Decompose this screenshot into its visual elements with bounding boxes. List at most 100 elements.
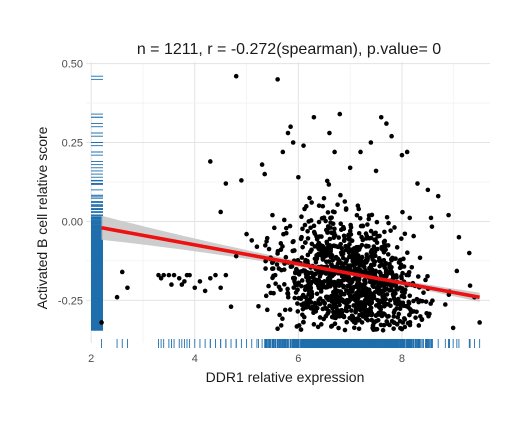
data-point <box>385 282 390 287</box>
data-point <box>295 287 300 292</box>
data-point <box>281 217 287 223</box>
data-point <box>339 274 345 279</box>
data-point <box>382 296 388 301</box>
data-point <box>331 235 337 240</box>
data-point <box>369 212 375 218</box>
data-point <box>323 313 329 319</box>
data-point <box>386 220 391 226</box>
data-point <box>395 314 401 320</box>
data-point <box>389 133 394 139</box>
data-point <box>376 258 382 263</box>
data-point <box>228 304 234 309</box>
data-point <box>477 320 482 325</box>
data-point <box>383 247 388 253</box>
data-point <box>371 294 377 299</box>
data-point <box>314 256 320 261</box>
data-point <box>335 202 340 207</box>
data-point <box>400 320 406 325</box>
data-point <box>415 181 420 186</box>
data-point <box>309 294 315 299</box>
data-point <box>351 263 357 269</box>
data-point <box>218 285 223 291</box>
data-point <box>239 178 244 183</box>
data-point <box>296 280 301 286</box>
data-point <box>300 244 305 250</box>
data-point <box>467 283 473 288</box>
data-point <box>411 233 416 239</box>
data-point <box>171 272 177 278</box>
data-point <box>332 209 337 215</box>
data-point <box>378 309 383 315</box>
y-tick-label: 0.25 <box>62 138 83 150</box>
data-point <box>382 229 387 235</box>
data-point <box>263 293 269 299</box>
data-point <box>384 214 390 220</box>
data-point <box>417 255 423 261</box>
data-point <box>244 231 249 237</box>
fit-line-layer <box>101 225 480 299</box>
data-point <box>357 262 362 267</box>
data-point <box>351 276 357 282</box>
data-point <box>315 277 321 283</box>
data-point <box>283 225 289 231</box>
data-point <box>311 229 317 235</box>
data-point <box>425 273 430 279</box>
data-point <box>272 225 277 231</box>
data-point <box>343 206 349 211</box>
data-point <box>359 312 365 317</box>
data-point <box>387 322 392 328</box>
data-point <box>308 285 314 291</box>
data-point <box>402 231 408 237</box>
data-point <box>356 230 362 236</box>
data-point <box>338 192 343 198</box>
data-point <box>363 268 368 274</box>
data-point <box>368 308 374 314</box>
data-point <box>278 287 283 292</box>
rug-layer <box>91 75 481 348</box>
data-point <box>361 283 367 288</box>
data-point <box>192 285 198 291</box>
data-point <box>466 250 472 256</box>
data-point <box>369 253 375 259</box>
data-point <box>187 272 192 278</box>
data-point <box>372 249 378 255</box>
data-point <box>373 319 379 324</box>
data-point <box>337 258 342 264</box>
data-point <box>381 322 387 328</box>
data-point <box>263 266 268 271</box>
data-point <box>406 305 411 310</box>
data-point <box>316 282 321 287</box>
data-point <box>399 326 405 332</box>
data-point <box>391 314 397 319</box>
grid-layer <box>86 62 490 343</box>
data-point <box>341 238 347 244</box>
data-point <box>362 278 368 283</box>
data-point <box>351 257 356 262</box>
data-point <box>322 254 328 259</box>
data-point <box>335 244 340 249</box>
data-point <box>340 262 345 268</box>
data-point <box>346 263 352 268</box>
data-point <box>213 272 218 278</box>
data-point <box>393 291 398 296</box>
data-point <box>301 301 306 306</box>
data-point <box>347 279 352 285</box>
data-point <box>346 232 351 238</box>
data-point <box>292 281 298 286</box>
data-point <box>385 252 391 257</box>
data-point <box>360 237 366 243</box>
data-point <box>233 73 239 79</box>
data-point <box>429 224 435 229</box>
data-point <box>300 292 306 298</box>
data-point <box>295 257 301 263</box>
data-point <box>372 270 378 276</box>
data-point <box>406 270 412 275</box>
data-point <box>446 212 451 218</box>
data-point <box>348 308 354 313</box>
data-point <box>366 287 372 292</box>
data-point <box>330 257 335 263</box>
data-point <box>394 322 400 327</box>
data-point <box>294 266 299 272</box>
data-point <box>325 270 331 275</box>
data-point <box>413 315 418 320</box>
